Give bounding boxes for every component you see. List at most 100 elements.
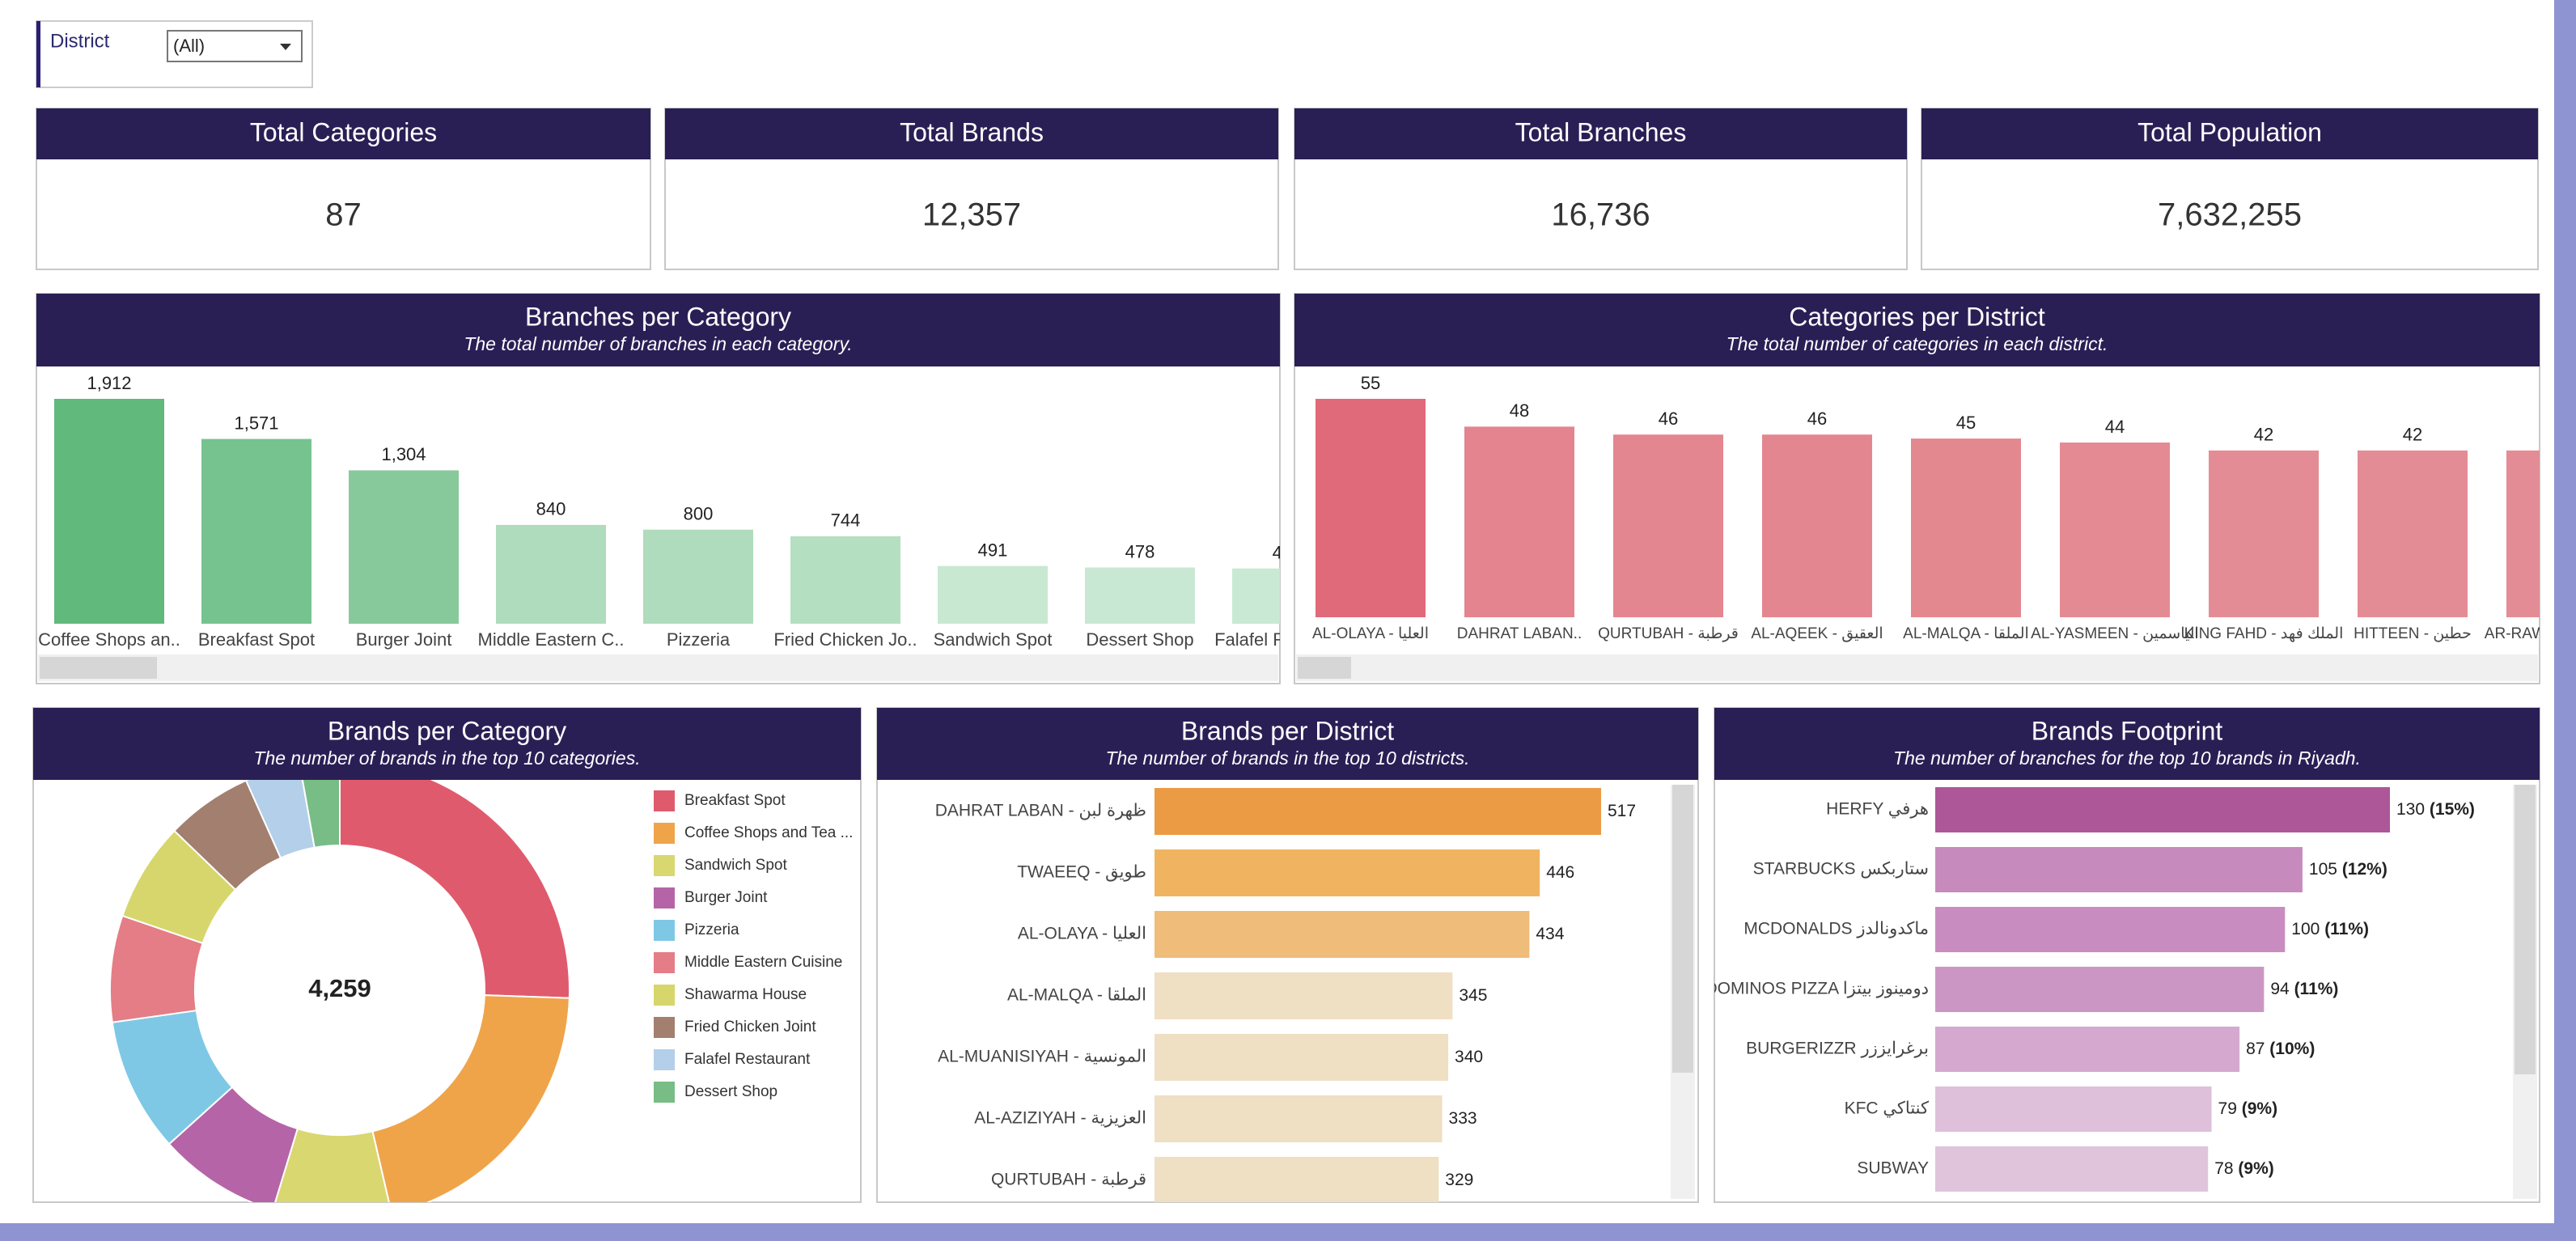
- bar: [790, 536, 900, 624]
- kpi-header: [1294, 108, 1907, 159]
- bar: [1464, 426, 1574, 617]
- value-number: 329: [1445, 1171, 1473, 1189]
- x-tick-label: Dessert Shop: [1086, 629, 1193, 650]
- share-label: (9%): [2242, 1099, 2277, 1118]
- bar: [1155, 1034, 1449, 1081]
- bar: [1232, 568, 1280, 624]
- bar: [643, 529, 753, 624]
- value-label: 42: [2403, 425, 2422, 445]
- y-tick-label: QURTUBAH - قرطبة: [991, 1171, 1146, 1190]
- value-label: 1,304: [381, 444, 426, 464]
- value-label: 130 (15%): [2396, 800, 2475, 819]
- bar: [1935, 1027, 2240, 1072]
- value-label: 79 (9%): [2218, 1099, 2278, 1118]
- legend-swatch: [654, 920, 675, 941]
- filter-label: District: [50, 30, 110, 52]
- x-tick-label: AR-RAWDAH - الروضة: [2485, 625, 2576, 642]
- legend-swatch: [654, 823, 675, 844]
- legend-swatch: [654, 855, 675, 876]
- plot-area: 1,912 Coffee Shops an.. 1,571 Breakfast Spo…: [38, 373, 1360, 650]
- value-label: 42: [2254, 425, 2273, 445]
- value-number: 345: [1459, 986, 1487, 1005]
- y-tick-label: AL-MALQA - الملقا: [1007, 986, 1146, 1005]
- value-label: 87 (10%): [2246, 1040, 2315, 1058]
- x-tick-label: Middle Eastern C..: [478, 629, 625, 650]
- bar: [1155, 972, 1453, 1019]
- kpi-title: Total Population: [2137, 117, 2322, 146]
- kpi-header: [36, 108, 650, 159]
- scrollbar-thumb[interactable]: [40, 657, 157, 679]
- value-label: 44: [2105, 417, 2125, 437]
- chart-title: Brands per District: [1181, 716, 1394, 745]
- bar: [349, 470, 459, 624]
- kpi-title: Total Branches: [1515, 117, 1687, 146]
- bar: [1911, 438, 2021, 617]
- bar: [1935, 1086, 2212, 1132]
- chart-title: Brands per Category: [328, 716, 566, 745]
- value-label: 94 (11%): [2270, 980, 2338, 998]
- x-tick-label: Pizzeria: [667, 629, 731, 650]
- y-tick-label: HERFY هرفي: [1826, 800, 1929, 820]
- value-label: 446: [1546, 863, 1574, 882]
- scrollbar-thumb[interactable]: [1672, 785, 1693, 1073]
- bar: [1935, 847, 2303, 892]
- y-tick-label: TWAEEQ - طويق: [1017, 863, 1146, 883]
- share-label: (12%): [2342, 860, 2387, 879]
- bar: [1155, 788, 1601, 835]
- scrollbar-thumb[interactable]: [2515, 785, 2536, 1074]
- bar: [1613, 434, 1723, 617]
- legend-label: Middle Eastern Cuisine: [684, 954, 842, 971]
- y-tick-label: AL-AZIZIYAH - العزيزية: [974, 1109, 1146, 1129]
- donut-slice: [339, 780, 570, 999]
- kpi-header: [665, 108, 1278, 159]
- kpi-title: Total Brands: [900, 117, 1044, 146]
- bar: [2209, 450, 2319, 617]
- donut-slice: [274, 1127, 390, 1202]
- filter-accent: [36, 21, 40, 87]
- value-number: 100: [2291, 920, 2320, 938]
- x-tick-label: Breakfast Spot: [198, 629, 315, 650]
- bar: [2358, 450, 2468, 617]
- x-tick-label: Burger Joint: [356, 629, 452, 650]
- kpi-value: 16,736: [1551, 197, 1650, 233]
- legend-label: Burger Joint: [684, 889, 768, 906]
- value-number: 434: [1536, 925, 1564, 943]
- legend-swatch: [654, 887, 675, 909]
- share-label: (15%): [2430, 800, 2475, 819]
- value-label: 42: [2552, 425, 2571, 445]
- bar: [1085, 567, 1195, 624]
- kpi-value: 87: [325, 197, 362, 233]
- value-label: 46: [1807, 409, 1827, 429]
- value-number: 130: [2396, 800, 2425, 819]
- value-label: 329: [1445, 1171, 1473, 1189]
- filter-value[interactable]: (All): [173, 36, 205, 56]
- donut-center-label: 4,259: [308, 974, 371, 1002]
- bar: [938, 565, 1048, 624]
- plot-area: [108, 780, 570, 1202]
- y-tick-label: STARBUCKS ستاربكس: [1753, 860, 1929, 879]
- legend-label: Coffee Shops and Tea ...: [684, 824, 853, 841]
- value-label: 46: [1659, 409, 1678, 429]
- x-tick-label: Sandwich Spot: [934, 629, 1053, 650]
- dropdown-arrow[interactable]: [280, 44, 291, 50]
- legend-label: Fried Chicken Joint: [684, 1019, 816, 1036]
- scrollbar-thumb[interactable]: [1298, 657, 1351, 679]
- x-tick-label: Falafel Restaurant: [1214, 629, 1360, 650]
- legend-swatch: [654, 790, 675, 811]
- value-number: 446: [1546, 863, 1574, 882]
- x-tick-label: Fried Chicken Jo..: [773, 629, 917, 650]
- bar: [1762, 434, 1872, 617]
- x-tick-label: KING FAHD - الملك فهد: [2184, 625, 2344, 642]
- y-tick-label: SUBWAY: [1857, 1159, 1929, 1178]
- legend-label: Dessert Shop: [684, 1083, 777, 1100]
- chart-subtitle: The number of brands in the top 10 categ…: [253, 748, 640, 769]
- x-tick-label: DAHRAT LABAN..: [1457, 625, 1582, 642]
- x-tick-label: QURTUBAH - قرطبة: [1598, 625, 1739, 642]
- value-label: 100 (11%): [2291, 920, 2369, 938]
- filter-dropdown[interactable]: [167, 30, 303, 62]
- value-label: 470: [1273, 542, 1303, 562]
- kpi-title: Total Categories: [250, 117, 437, 146]
- value-label: 1,912: [87, 373, 131, 393]
- kpi-value: 7,632,255: [2158, 197, 2302, 233]
